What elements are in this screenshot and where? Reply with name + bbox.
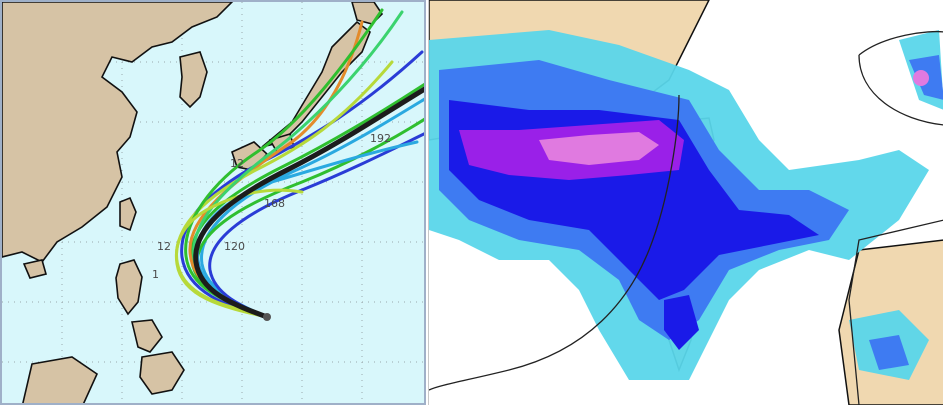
track-label: 120 <box>224 240 245 253</box>
track-label: 192 <box>370 132 391 145</box>
track-hour-labels: 192 168 12 120 12 1 <box>152 132 391 281</box>
track-mean <box>193 86 424 320</box>
lat-lon-grid <box>2 2 424 403</box>
track-member <box>184 8 384 319</box>
precip-map-svg <box>429 0 943 405</box>
track-label: 12 <box>230 157 244 170</box>
ensemble-tracks <box>174 8 424 320</box>
track-label: 168 <box>264 197 285 210</box>
precipitation-map <box>428 0 943 405</box>
precip-extreme <box>539 70 929 165</box>
track-map-svg: 192 168 12 120 12 1 <box>2 2 424 403</box>
storm-origin-marker <box>263 313 271 321</box>
landmass <box>2 2 384 403</box>
track-member <box>175 188 304 319</box>
track-member <box>208 132 424 319</box>
track-label: 12 <box>157 240 171 253</box>
track-label: 1 <box>152 268 159 281</box>
track-member <box>200 97 424 319</box>
contour-lines <box>429 30 943 405</box>
ensemble-track-map: 192 168 12 120 12 1 <box>0 0 426 405</box>
track-member <box>180 50 424 319</box>
